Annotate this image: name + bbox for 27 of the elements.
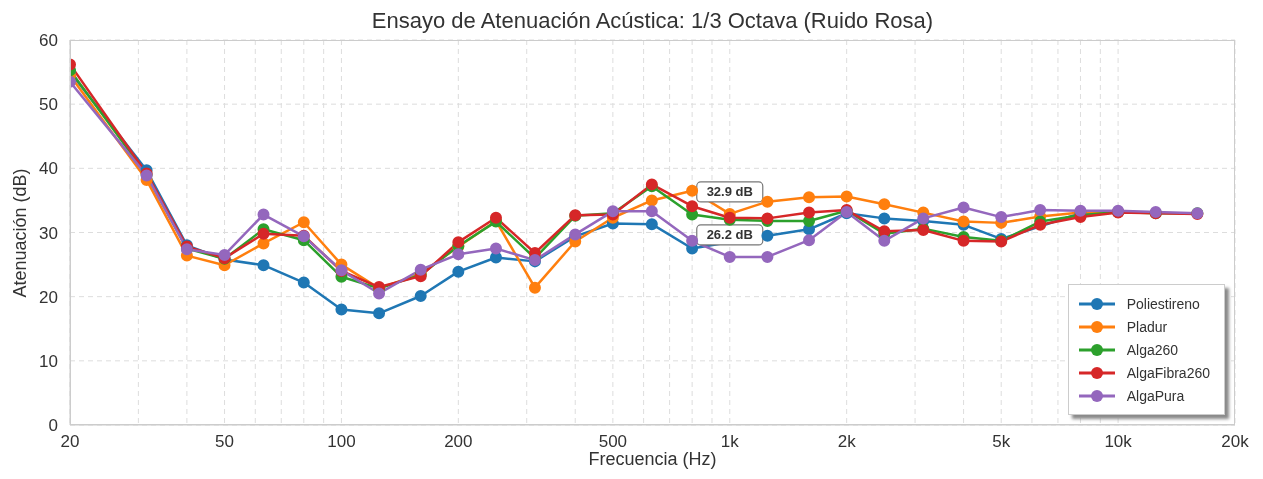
x-tick-label: 2k: [837, 432, 857, 452]
x-tick-label: 50: [215, 432, 234, 452]
x-tick-label: 1k: [720, 432, 740, 452]
legend-label: Poliestireno: [1126, 295, 1200, 312]
x-tick-label: 500: [598, 432, 628, 452]
y-tick-label: 30: [39, 223, 58, 243]
x-tick-label: 5k: [992, 432, 1011, 452]
x-tick-label: 200: [444, 432, 473, 452]
legend-label: Pladur: [1126, 318, 1168, 335]
y-tick-label: 0: [48, 416, 58, 436]
annotation: 26.2 dB: [706, 227, 753, 243]
legend-label: AlgaPura: [1126, 387, 1185, 404]
annotation: 32.9 dB: [706, 184, 753, 200]
y-tick-label: 50: [39, 95, 58, 115]
x-tick-label: 20: [60, 432, 80, 452]
y-tick-label: 60: [39, 31, 58, 51]
x-tick-label: 10k: [1104, 432, 1133, 452]
x-tick-label: 100: [327, 432, 356, 452]
y-tick-label: 10: [39, 351, 58, 371]
y-tick-label: 40: [39, 159, 58, 179]
x-axis-title: Frecuencia (Hz): [588, 449, 717, 469]
x-tick-label: 20k: [1221, 432, 1250, 452]
chart-title: Ensayo de Atenuación Acústica: 1/3 Octava (Ruido Rosa): [370, 8, 935, 34]
y-tick-label: 20: [39, 287, 58, 307]
legend-label: Alga260: [1126, 341, 1179, 358]
legend-label: AlgaFibra260: [1126, 364, 1210, 381]
y-axis-title: Atenuación (dB): [9, 167, 31, 298]
